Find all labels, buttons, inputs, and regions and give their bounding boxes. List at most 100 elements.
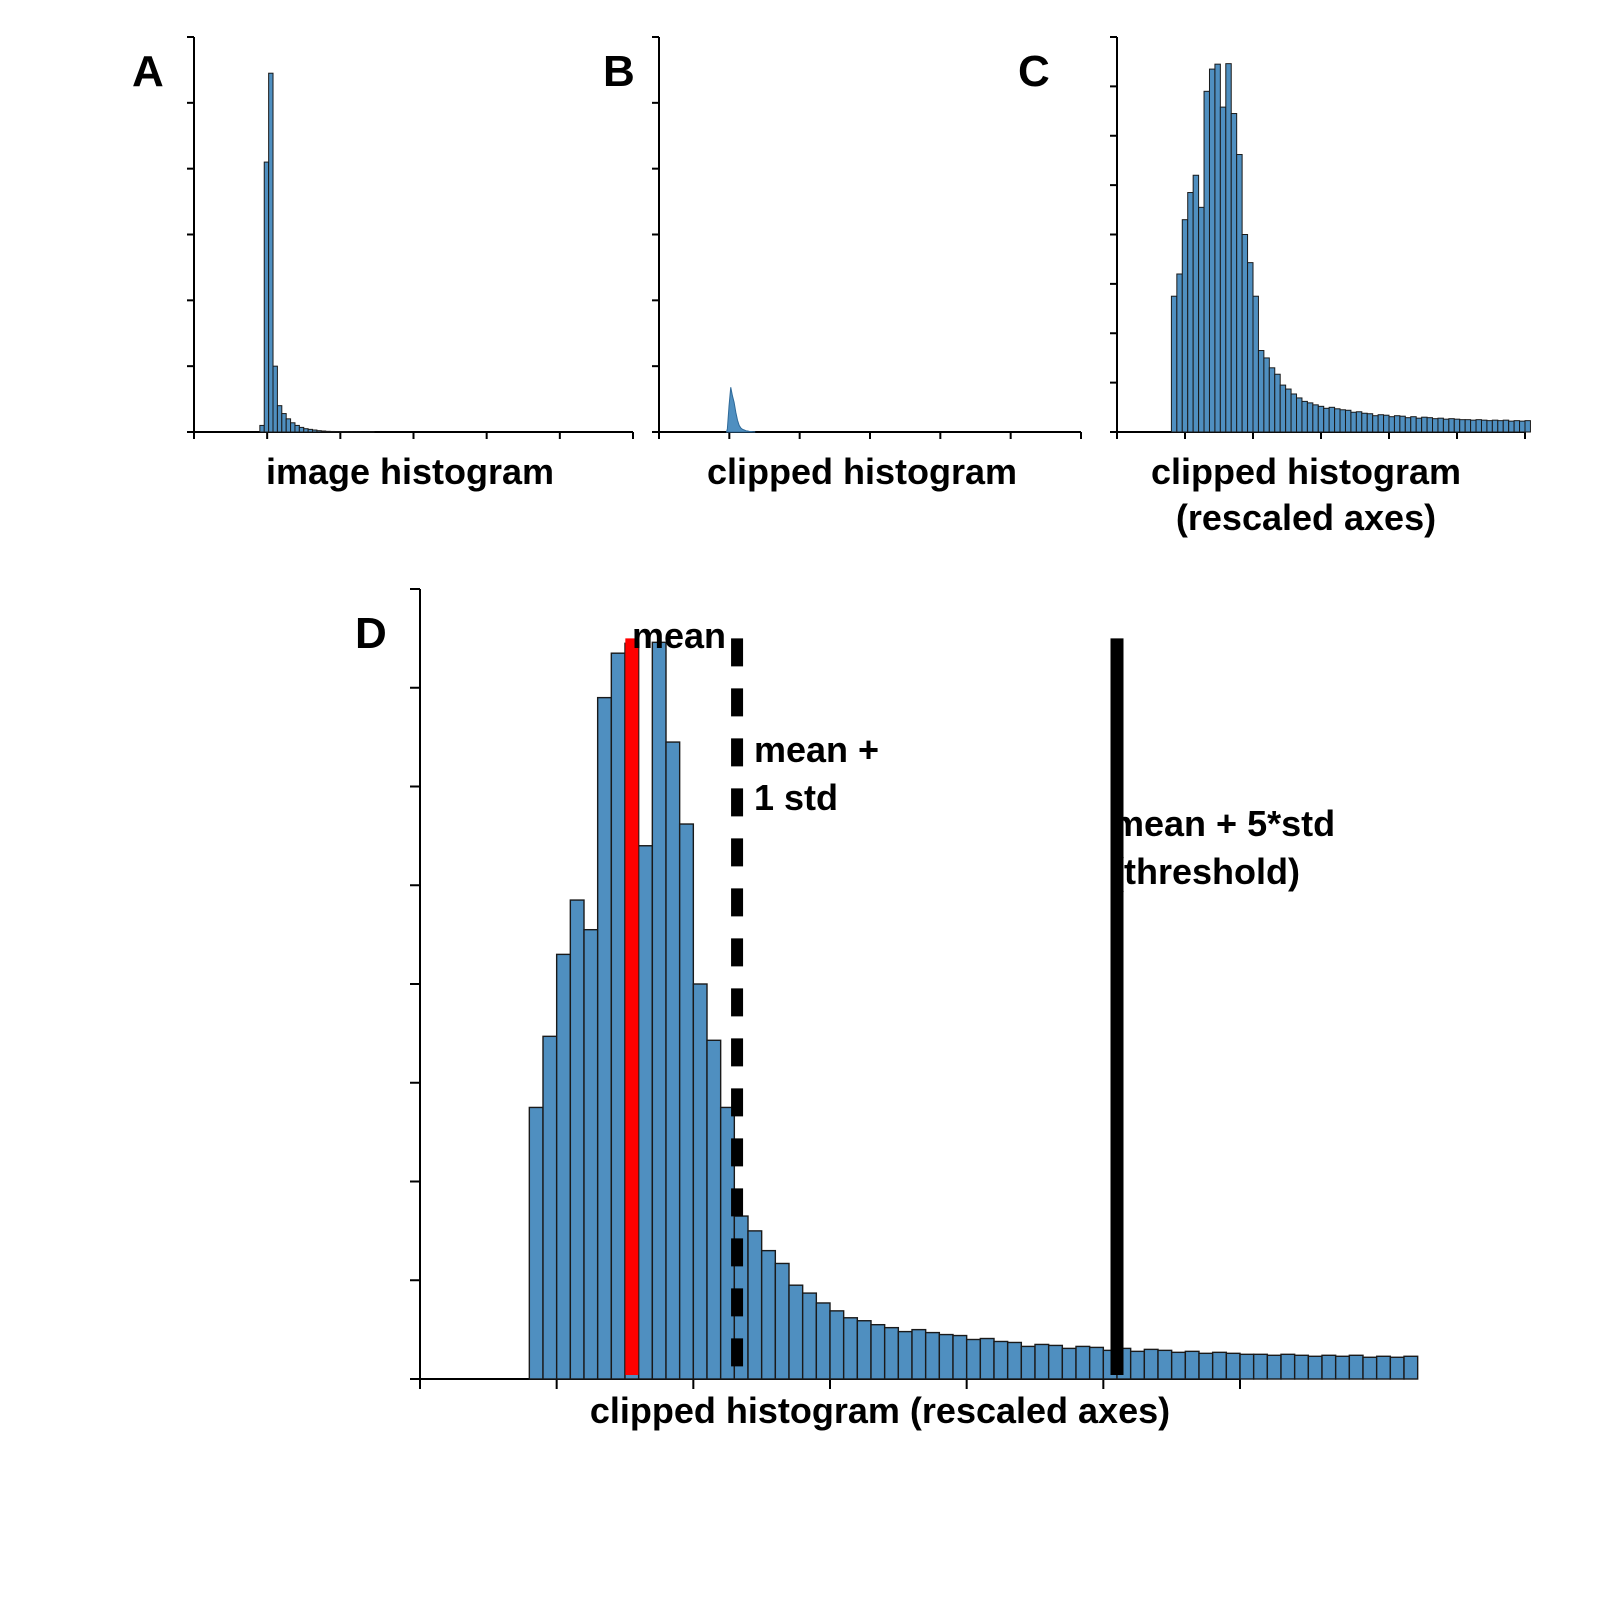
panel-c-bar: [1448, 418, 1455, 433]
panel-c-bar: [1247, 262, 1254, 433]
panel-a-xlabel: image histogram: [266, 451, 554, 492]
panel-b-letter: B: [603, 47, 635, 96]
panel-c-bar: [1328, 406, 1336, 433]
panel-d-bar: [610, 652, 626, 1380]
panel-c-bar: [1519, 420, 1526, 433]
panel-c-bar: [1170, 295, 1178, 433]
panel-c-bar: [1432, 418, 1439, 433]
panel-d-bar: [1170, 1351, 1187, 1380]
panel-c-bar: [1470, 419, 1477, 433]
panel-c-bar: [1339, 409, 1346, 433]
panel-d-bar: [897, 1330, 913, 1380]
panel-d-bar: [883, 1326, 900, 1380]
panel-c: C clipped histogram (rescaled axes): [1018, 36, 1531, 538]
panel-d-bar: [870, 1323, 886, 1380]
panel-c-bar: [1513, 420, 1521, 433]
panel-c-bar: [1508, 420, 1515, 433]
panel-a-bar: [294, 424, 300, 433]
panel-c-bar: [1290, 393, 1298, 433]
panel-c-xlabel: clipped histogram: [1151, 451, 1461, 492]
panel-d-bar: [924, 1331, 941, 1380]
panel-a-bar: [259, 424, 265, 433]
panel-d-bar: [1225, 1352, 1241, 1380]
panel-c-bar: [1497, 420, 1504, 433]
std-label-line2: 1 std: [754, 777, 838, 818]
panel-c-bar: [1268, 367, 1276, 433]
panel-c-bar: [1421, 416, 1428, 433]
panel-d-bar: [829, 1310, 845, 1380]
panel-c-bar: [1437, 417, 1444, 433]
panel-d-bar: [938, 1333, 954, 1380]
panel-c-bar: [1214, 63, 1221, 433]
panel-d-bar: [651, 641, 667, 1380]
panel-c-bar: [1393, 415, 1401, 433]
panel-c-bar: [1491, 419, 1499, 433]
panel-a-bar: [268, 72, 274, 433]
threshold-label-line2: (threshold): [1112, 851, 1300, 892]
panel-d-bar: [1307, 1355, 1323, 1380]
panel-c-bar: [1230, 113, 1238, 433]
panel-d-bar: [569, 899, 585, 1380]
panel-c-bar: [1257, 350, 1265, 433]
panel-c-bar: [1350, 411, 1357, 433]
panel-b-xlabel: clipped histogram: [707, 451, 1017, 492]
panel-d-bar: [596, 696, 613, 1380]
panel-c-xlabel-line2: (rescaled axes): [1176, 497, 1436, 538]
panel-d-bar: [1129, 1350, 1146, 1380]
panel-d-bar: [678, 823, 695, 1380]
panel-c-letter: C: [1018, 47, 1050, 96]
panel-a-letter: A: [132, 47, 164, 96]
panel-c-bars: [1170, 63, 1531, 433]
panel-c-bar: [1464, 419, 1472, 433]
panel-c-bar: [1415, 417, 1423, 433]
panel-d-bar: [760, 1249, 777, 1380]
panel-a-bar: [329, 430, 335, 433]
panel-c-bar: [1241, 234, 1249, 433]
panel-d-bar: [815, 1302, 831, 1380]
panel-d-bar: [555, 953, 572, 1380]
panel-d-bar: [1362, 1356, 1378, 1380]
panel-a-bar: [272, 365, 278, 433]
panel-c-bar: [1399, 415, 1406, 433]
panel-d-bar: [993, 1340, 1009, 1380]
panel-b-histogram-area: [725, 387, 756, 433]
panel-a-bar: [276, 405, 283, 433]
panel-c-bar: [1366, 413, 1374, 433]
panel-d-bar: [1403, 1355, 1419, 1380]
panel-d-bar: [1266, 1354, 1282, 1380]
panel-d-bar: [747, 1230, 763, 1380]
panel-a-bar: [290, 422, 296, 433]
panel-c-bar: [1372, 415, 1379, 433]
panel-a-axes: [187, 36, 634, 439]
panel-c-bar: [1426, 417, 1434, 433]
panel-d-bars: [528, 641, 1419, 1380]
panel-c-bar: [1192, 174, 1200, 433]
panel-d-bar: [801, 1292, 818, 1380]
panel-c-bar: [1203, 90, 1210, 433]
panel-d-bar: [528, 1106, 544, 1380]
panel-d-bar: [637, 845, 654, 1380]
panel-d-bar: [979, 1337, 995, 1380]
panel-c-bar: [1279, 384, 1287, 433]
panel-c-bar: [1355, 411, 1363, 433]
panel-a-bars: [259, 72, 375, 433]
panel-a: A image histogram: [132, 36, 634, 492]
panel-d-annotations: [625, 638, 1124, 1375]
panel-a-bar: [307, 428, 314, 433]
panel-d-xlabel: clipped histogram (rescaled axes): [590, 1390, 1170, 1431]
panel-c-bar: [1263, 357, 1270, 433]
panel-d-bar: [1321, 1354, 1337, 1380]
panel-d-bar: [842, 1317, 859, 1380]
panel-d-bar: [583, 928, 599, 1380]
mean-label: mean: [632, 615, 726, 656]
std-label: mean +: [754, 729, 879, 770]
panel-c-bar: [1404, 417, 1412, 433]
panel-a-bar: [285, 418, 292, 433]
panel-a-bar: [263, 161, 270, 433]
panel-c-bar: [1198, 206, 1205, 433]
panel-a-bar: [281, 413, 287, 433]
panel-d-bar: [706, 1039, 722, 1380]
panel-a-bar: [303, 428, 309, 433]
panel-d-bar: [1389, 1356, 1405, 1380]
